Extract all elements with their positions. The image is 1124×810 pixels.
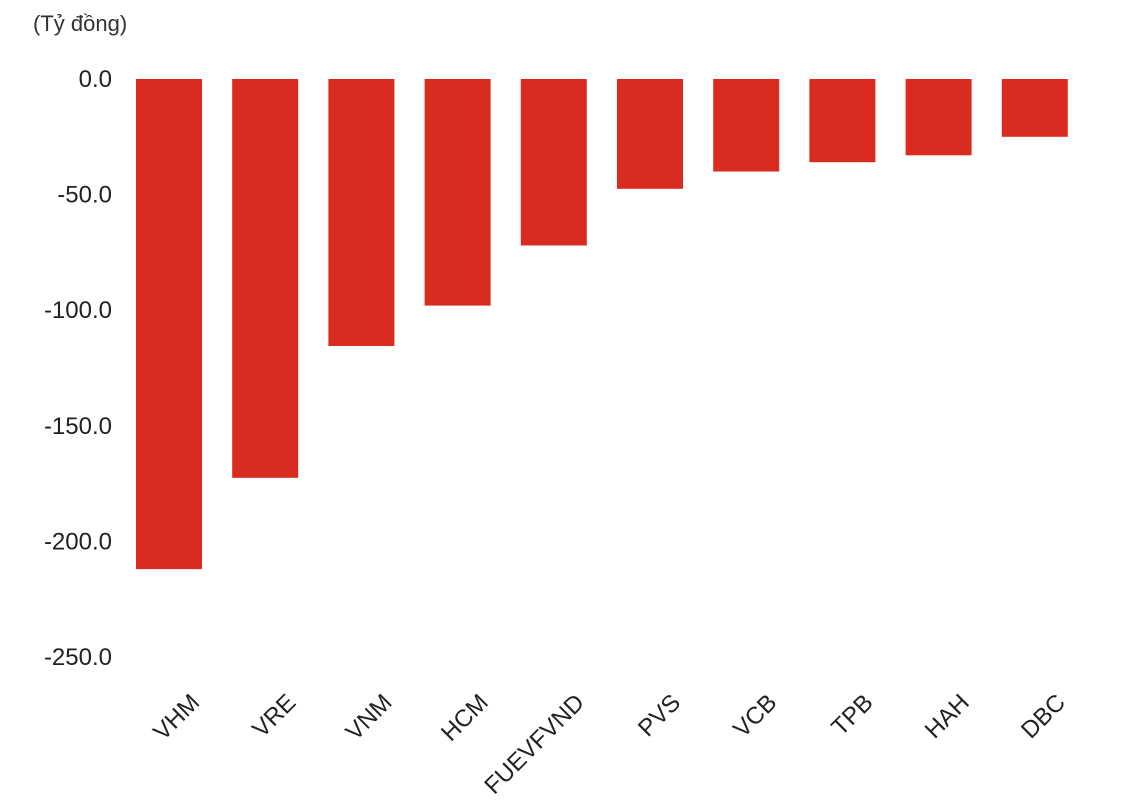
x-tick-label: PVS bbox=[633, 689, 686, 742]
x-tick-label: FUEVFVND bbox=[479, 689, 590, 800]
y-axis-unit-label: (Tỷ đồng) bbox=[33, 11, 127, 36]
x-tick-label: VHM bbox=[148, 689, 205, 746]
y-tick-label: -200.0 bbox=[44, 528, 112, 555]
x-tick-label: HAH bbox=[920, 689, 975, 744]
x-tick-label: HCM bbox=[436, 689, 494, 747]
x-tick-label: TPB bbox=[826, 689, 878, 741]
bar-vcb bbox=[713, 79, 780, 172]
y-tick-label: -100.0 bbox=[44, 297, 112, 324]
x-tick-label: VNM bbox=[341, 689, 398, 746]
bar-vnm bbox=[328, 79, 395, 346]
y-tick-label: -250.0 bbox=[44, 644, 112, 671]
bar-vhm bbox=[136, 79, 202, 570]
bar-tpb bbox=[809, 79, 876, 163]
y-tick-label: -150.0 bbox=[44, 413, 112, 440]
bar-hcm bbox=[424, 79, 491, 306]
y-tick-label: 0.0 bbox=[79, 66, 112, 93]
bar-hah bbox=[905, 79, 972, 156]
y-tick-label: -50.0 bbox=[57, 182, 112, 209]
x-tick-label: DBC bbox=[1016, 689, 1071, 744]
bar-dbc bbox=[1001, 79, 1068, 137]
bar-pvs bbox=[617, 79, 683, 189]
x-tick-label: VRE bbox=[247, 689, 301, 743]
y-axis-ticks: 0.0 -50.0 -100.0 -150.0 -200.0 -250.0 bbox=[44, 66, 112, 671]
bars bbox=[136, 79, 1068, 570]
bar-fuevfvnd bbox=[520, 79, 587, 246]
bar-vre bbox=[232, 79, 299, 478]
x-tick-label: VCB bbox=[728, 689, 782, 743]
